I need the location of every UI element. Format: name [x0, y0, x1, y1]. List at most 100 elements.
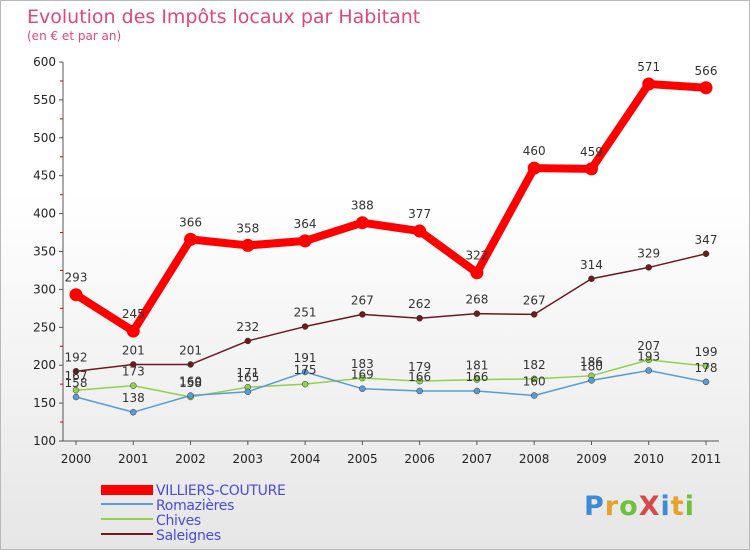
y-tick-label: 550	[33, 93, 56, 107]
data-point	[72, 368, 80, 375]
legend-swatch	[101, 485, 153, 495]
data-label: 267	[523, 293, 546, 307]
data-point	[416, 314, 423, 322]
data-label: 232	[236, 320, 259, 334]
data-point	[702, 250, 710, 258]
data-point	[527, 161, 541, 175]
data-label: 175	[294, 363, 317, 377]
data-point	[355, 216, 369, 230]
data-point	[645, 356, 652, 364]
data-point	[187, 361, 194, 368]
data-label: 186	[580, 355, 603, 369]
data-label: 160	[179, 375, 202, 389]
data-label: 180	[580, 359, 603, 373]
y-tick-label: 200	[33, 358, 56, 372]
data-point	[530, 311, 538, 318]
data-point	[126, 324, 140, 338]
data-point	[72, 393, 80, 401]
data-point	[473, 310, 481, 317]
data-label: 267	[351, 293, 374, 307]
x-tick-label: 2009	[576, 452, 607, 466]
data-point	[584, 162, 598, 176]
logo-letter: r	[604, 491, 620, 522]
legend-label: Chives	[156, 513, 201, 529]
data-point	[359, 385, 366, 392]
legend-swatch	[101, 503, 153, 505]
data-label: 138	[122, 391, 145, 405]
data-point	[702, 362, 710, 370]
data-point	[416, 377, 423, 385]
data-point	[702, 378, 710, 386]
data-point	[413, 224, 427, 238]
data-label: 158	[65, 376, 88, 390]
x-tick-label: 2008	[519, 452, 550, 466]
data-point	[301, 368, 309, 376]
data-point	[187, 392, 194, 399]
y-tick-label: 350	[33, 245, 56, 259]
data-label: 268	[465, 293, 488, 307]
data-point	[588, 275, 595, 283]
series-line	[75, 369, 707, 413]
data-point	[184, 232, 198, 246]
data-point	[645, 367, 652, 374]
data-point	[130, 408, 137, 416]
y-tick-label: 600	[33, 55, 56, 69]
data-point	[69, 288, 83, 302]
data-label: 167	[65, 369, 88, 383]
data-label: 262	[408, 297, 431, 311]
data-point	[130, 382, 137, 389]
data-label: 178	[695, 361, 718, 375]
legend-swatch	[101, 533, 153, 535]
legend-label: Saleignes	[156, 528, 221, 544]
series-line	[75, 253, 707, 373]
data-label: 377	[408, 207, 431, 221]
legend-swatch	[101, 518, 153, 520]
data-label: 201	[122, 343, 145, 357]
data-point	[244, 337, 252, 345]
x-tick-label: 2010	[633, 452, 664, 466]
data-label: 293	[65, 271, 88, 285]
data-point	[645, 264, 652, 271]
x-tick-label: 2011	[691, 452, 722, 466]
series-line	[72, 79, 710, 336]
data-label: 171	[236, 366, 259, 380]
data-point	[130, 361, 137, 368]
data-point	[470, 266, 484, 280]
x-tick-label: 2006	[404, 452, 435, 466]
data-label: 251	[294, 306, 317, 320]
x-tick-label: 2005	[347, 452, 378, 466]
data-point	[359, 311, 366, 318]
data-label: 388	[351, 199, 374, 213]
proxiti-logo: ProXiti	[584, 491, 695, 522]
data-label: 169	[351, 368, 374, 382]
y-tick-label: 150	[33, 396, 56, 410]
data-label: 347	[695, 233, 718, 247]
data-label: 166	[408, 370, 431, 384]
logo-letter: i	[660, 491, 671, 522]
y-tick-label: 500	[33, 131, 56, 145]
logo-letter: t	[670, 491, 685, 522]
data-label: 173	[122, 365, 145, 379]
data-label: 166	[465, 370, 488, 384]
data-label: 183	[351, 357, 374, 371]
y-tick-label: 250	[33, 320, 56, 334]
data-label: 329	[637, 246, 660, 260]
logo-letter: X	[638, 491, 661, 522]
data-label: 245	[122, 307, 145, 321]
data-label: 201	[179, 343, 202, 357]
data-point	[530, 392, 538, 399]
x-tick-label: 2004	[290, 452, 321, 466]
data-label: 191	[294, 351, 317, 365]
x-tick-label: 2003	[233, 452, 264, 466]
x-tick-label: 2007	[462, 452, 493, 466]
data-label: 322	[465, 249, 488, 263]
data-label: 181	[465, 359, 488, 373]
data-point	[359, 374, 366, 382]
data-label: 364	[294, 217, 317, 231]
data-label: 459	[580, 145, 603, 159]
data-label: 158	[179, 376, 202, 390]
data-label: 199	[695, 345, 718, 359]
data-point	[642, 77, 656, 91]
